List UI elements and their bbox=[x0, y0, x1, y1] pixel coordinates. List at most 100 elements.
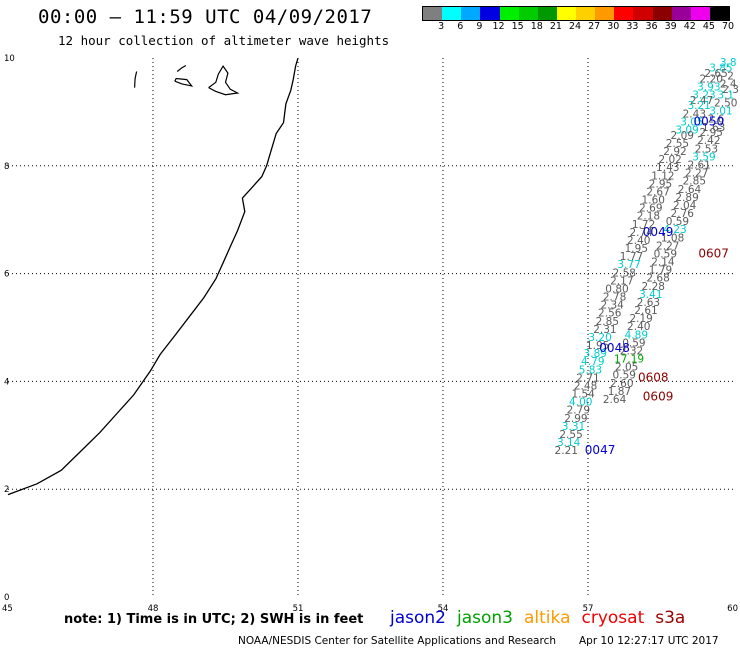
wave-height-value: 2.53 bbox=[695, 143, 718, 155]
wave-height-value: 2.43 bbox=[683, 108, 706, 120]
pass-labels: 0050 0049 0607 0048 0608 0609 0047 bbox=[585, 114, 729, 457]
wave-height-value: 3.09 bbox=[675, 124, 698, 136]
color-scale-bar bbox=[422, 6, 730, 21]
color-swatch bbox=[671, 7, 691, 20]
wave-height-value: 2.89 bbox=[675, 192, 698, 204]
wave-height-value: 3.89 bbox=[584, 348, 607, 360]
wave-height-value: 4.23 bbox=[663, 224, 686, 236]
wave-height-value: 1.60 bbox=[642, 195, 665, 207]
color-scale-label: 21 bbox=[549, 21, 562, 32]
wave-height-value: 2.58 bbox=[613, 267, 636, 279]
wave-height-value: 1.12 bbox=[651, 170, 674, 182]
island-outline bbox=[176, 64, 187, 72]
wave-height-value: 2.27 bbox=[685, 168, 708, 180]
x-tick-label: 60 bbox=[727, 604, 738, 614]
color-scale-label: 6 bbox=[457, 21, 464, 32]
grid-lines bbox=[8, 58, 733, 597]
pass-time-label: 0050 bbox=[694, 114, 725, 128]
wave-height-value: 1.63 bbox=[702, 122, 725, 134]
color-swatch bbox=[556, 7, 576, 20]
y-tick-label: 6 bbox=[4, 270, 9, 280]
color-swatch bbox=[499, 7, 519, 20]
wave-height-value: 2.55 bbox=[666, 138, 689, 150]
island-outline bbox=[134, 71, 138, 88]
wave-height-value: 2.55 bbox=[559, 429, 582, 441]
wave-height-value: 2.63 bbox=[637, 297, 660, 309]
wave-height-value: 2.31 bbox=[593, 324, 616, 336]
color-scale-label: 39 bbox=[664, 21, 677, 32]
wave-height-value: 1.72 bbox=[632, 219, 655, 231]
color-swatch bbox=[614, 7, 634, 20]
wave-height-value: 2.61 bbox=[687, 159, 710, 171]
units-note: note: 1) Time is in UTC; 2) SWH is in fe… bbox=[64, 612, 364, 627]
x-axis-ticks: 45 48 51 54 57 60 bbox=[2, 604, 738, 614]
wave-height-value: 2.04 bbox=[673, 200, 697, 212]
color-scale-label: 42 bbox=[683, 21, 696, 32]
wave-height-value: 2.19 bbox=[629, 313, 652, 325]
wave-height-value: 2.21 bbox=[555, 445, 578, 457]
color-swatch bbox=[461, 7, 481, 20]
wave-height-value: 3.14 bbox=[557, 437, 581, 449]
wave-height-value: 0.80 bbox=[605, 283, 628, 295]
wave-height-value: 1.08 bbox=[661, 232, 684, 244]
pass-time-label: 0609 bbox=[643, 389, 674, 403]
x-tick-label: 57 bbox=[583, 604, 594, 614]
y-tick-label: 2 bbox=[4, 485, 9, 495]
wave-height-value: 2.18 bbox=[637, 211, 660, 223]
color-swatch bbox=[633, 7, 653, 20]
wave-height-value: 3.31 bbox=[562, 421, 585, 433]
mission-label-jason3: jason3 bbox=[457, 608, 513, 628]
wave-height-value: 2.20 bbox=[700, 73, 723, 85]
wave-height-value: 1.54 bbox=[571, 389, 595, 401]
wave-height-value: 2.56 bbox=[598, 308, 622, 320]
wave-height-value: 2.99 bbox=[564, 413, 587, 425]
wave-height-value: 3.23 bbox=[692, 89, 715, 101]
island-outline bbox=[208, 64, 240, 96]
wave-height-value: 5.83 bbox=[579, 364, 602, 376]
wave-height-value: 2.14 bbox=[651, 257, 675, 269]
wave-height-value: 1.95 bbox=[586, 340, 609, 352]
color-scale-label: 15 bbox=[511, 21, 524, 32]
wave-height-value: 2.79 bbox=[567, 405, 590, 417]
wave-height-value: 2.17 bbox=[610, 275, 633, 287]
wave-height-value: 2.42 bbox=[697, 135, 720, 147]
wave-height-value: 2.67 bbox=[646, 186, 669, 198]
wave-height-value: 2.78 bbox=[603, 292, 626, 304]
color-scale-label: 33 bbox=[626, 21, 639, 32]
wave-height-value: 3.59 bbox=[692, 151, 715, 163]
wave-height-value: 2.28 bbox=[642, 281, 665, 293]
wave-height-value: 2.68 bbox=[646, 273, 669, 285]
x-tick-label: 51 bbox=[293, 604, 304, 614]
wave-height-value: 2.85 bbox=[683, 176, 706, 188]
pass-time-label: 0048 bbox=[599, 341, 630, 355]
wave-height-value: 2.3 bbox=[722, 84, 739, 96]
y-tick-label: 0 bbox=[4, 593, 9, 603]
mission-label-altika: altika bbox=[524, 608, 571, 628]
island-outline bbox=[174, 77, 194, 87]
wave-height-value: 2.74 bbox=[629, 227, 653, 239]
x-tick-label: 48 bbox=[148, 604, 159, 614]
pass-time-label: 0607 bbox=[698, 246, 729, 260]
wave-height-value: 2.61 bbox=[634, 305, 657, 317]
wave-height-value: 3.85 bbox=[709, 62, 732, 74]
wave-height-value: 2.40 bbox=[627, 235, 650, 247]
color-scale-label: 45 bbox=[702, 21, 715, 32]
wave-height-value: 3.93 bbox=[697, 81, 720, 93]
wave-height-value: 2.48 bbox=[574, 380, 597, 392]
color-scale-label: 30 bbox=[607, 21, 620, 32]
wave-height-value: 2.69 bbox=[639, 203, 662, 215]
wave-height-value: 2.71 bbox=[576, 372, 599, 384]
pass-time-label: 0608 bbox=[638, 370, 669, 384]
y-tick-label: 8 bbox=[4, 162, 9, 172]
credit-line: NOAA/NESDIS Center for Satellite Applica… bbox=[238, 635, 556, 647]
coastline bbox=[7, 57, 299, 496]
wave-height-value: 1.79 bbox=[649, 265, 672, 277]
wave-height-value: 2.47 bbox=[690, 95, 713, 107]
mission-legend: jason2 jason3 altika cryosat s3a bbox=[390, 608, 696, 628]
wave-height-value: 0.59 bbox=[666, 216, 689, 228]
x-tick-label: 54 bbox=[438, 604, 449, 614]
wave-height-value: 2.32 bbox=[620, 345, 643, 357]
wave-height-value: 2.50 bbox=[714, 98, 737, 110]
wave-height-value: 0.59 bbox=[613, 370, 636, 382]
